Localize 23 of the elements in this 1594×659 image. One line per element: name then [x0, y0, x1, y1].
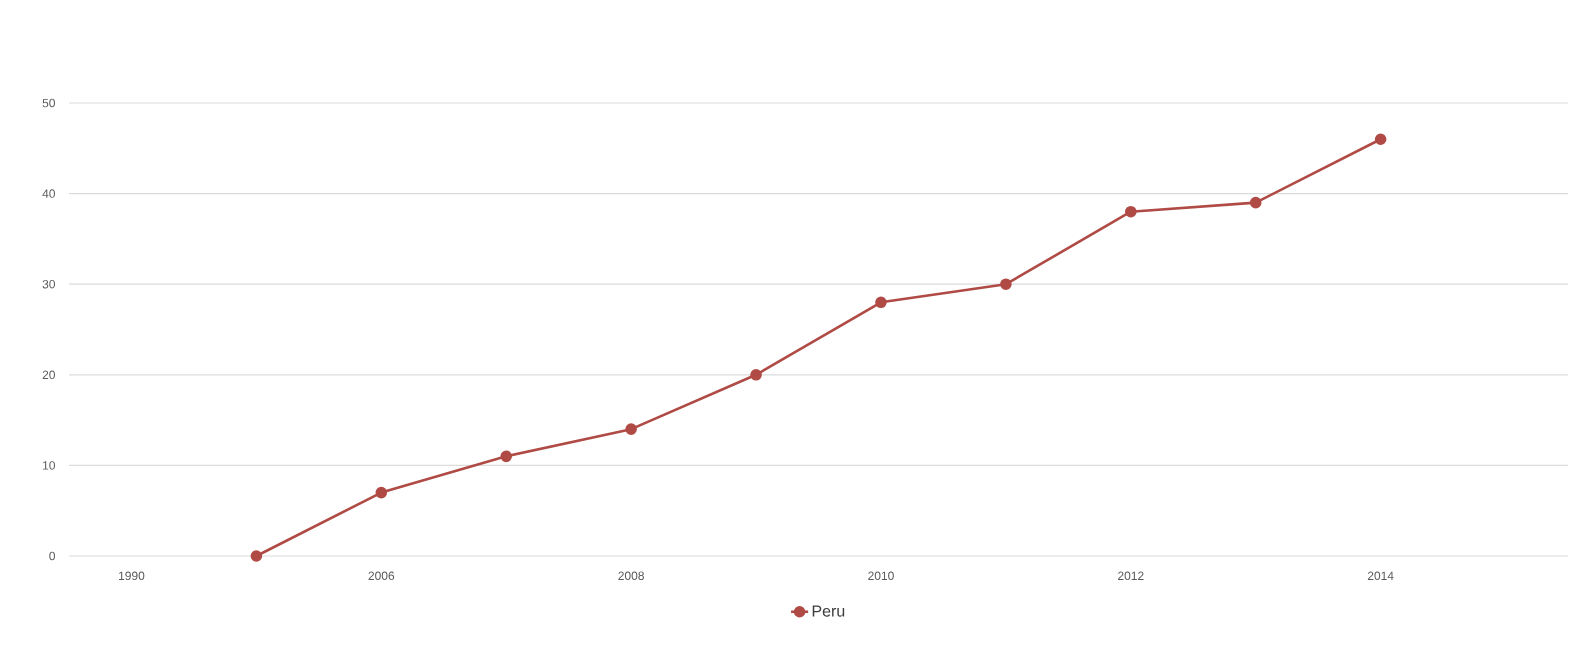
y-tick-label: 20: [42, 370, 56, 380]
point: [1125, 205, 1137, 218]
point: [750, 369, 762, 381]
point: [375, 486, 388, 499]
x-tick-label: 2008: [618, 571, 644, 581]
legend-label: Peru: [812, 605, 845, 617]
point: [1374, 133, 1387, 146]
x-tick-label: 2014: [1367, 571, 1394, 581]
y-tick-label: 30: [42, 279, 56, 289]
y-tick-label: 0: [49, 551, 56, 561]
y-tick-label: 10: [43, 461, 56, 470]
x-tick-label: 2006: [368, 571, 395, 581]
point: [500, 450, 513, 463]
point: [250, 550, 263, 562]
y-tick-label: 40: [42, 189, 56, 198]
point: [1249, 196, 1262, 209]
x-tick-label: 2012: [1118, 571, 1144, 581]
x-tick-label: 2010: [868, 571, 894, 581]
point: [1000, 278, 1012, 290]
x-tick-label: 1990: [119, 571, 145, 581]
point: [625, 423, 637, 435]
point: [875, 296, 887, 309]
y-tick-label: 50: [42, 98, 56, 108]
